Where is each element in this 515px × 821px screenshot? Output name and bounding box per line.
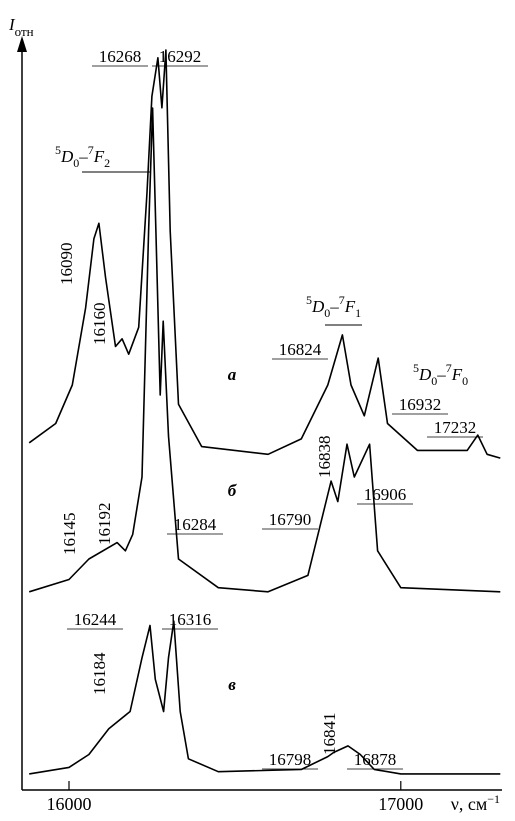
- x-axis-label-sup: −1: [487, 792, 500, 806]
- transition-f-sub: 2: [104, 156, 110, 170]
- peak-label: 16160: [90, 303, 109, 346]
- peak-label: 17232: [427, 418, 483, 438]
- peak-label-text: 16932: [399, 395, 442, 414]
- spectrum-line-1: [28, 49, 501, 459]
- spectrum-curves: а б в: [28, 49, 501, 775]
- curve-letter-2: б: [228, 481, 238, 500]
- peak-label-text: 16841: [320, 713, 339, 756]
- peak-label: 16790: [262, 510, 318, 530]
- x-tick-label: 17000: [378, 794, 423, 814]
- transition-prefix: 5: [55, 143, 61, 157]
- peak-label-text: 16145: [60, 513, 79, 556]
- transition-label-3: 5D0–7F0: [413, 361, 468, 388]
- transition-mult: 7: [339, 293, 345, 307]
- peak-labels: 16090 16160 16268 16292 16824 16932 17232 16145…: [57, 47, 483, 770]
- peak-label: 16192: [95, 503, 114, 546]
- curve-letter-3: в: [228, 675, 236, 694]
- spectrum-line-3: [29, 620, 501, 775]
- transition-f: F: [93, 147, 105, 166]
- transition-d: D: [418, 365, 432, 384]
- peak-label: 16906: [357, 485, 413, 505]
- transition-dash: –: [329, 297, 339, 316]
- peak-label-text: 16284: [174, 515, 217, 534]
- transition-dash: –: [78, 147, 88, 166]
- transition-d: D: [311, 297, 325, 316]
- peak-label: 16268: [92, 47, 148, 67]
- peak-label-text: 16192: [95, 503, 114, 546]
- peak-label-text: 16906: [364, 485, 407, 504]
- transition-f: F: [344, 297, 356, 316]
- peak-label: 16824: [272, 340, 328, 360]
- peak-label: 16316: [162, 610, 218, 630]
- peak-label-text: 16160: [90, 303, 109, 346]
- transition-d: D: [60, 147, 74, 166]
- transition-f-sub: 1: [355, 306, 361, 320]
- y-axis-label-sub: отн: [15, 24, 34, 39]
- peak-label-text: 16292: [159, 47, 202, 66]
- peak-label: 16090: [57, 243, 76, 286]
- peak-label-text: 16824: [279, 340, 322, 359]
- peak-label-text: 16878: [354, 750, 397, 769]
- peak-label: 16145: [60, 513, 79, 556]
- peak-label-text: 16090: [57, 243, 76, 286]
- peak-label: 16284: [167, 515, 223, 535]
- transition-mult: 7: [88, 143, 94, 157]
- peak-label: 16878: [347, 750, 403, 770]
- peak-label-text: 16244: [74, 610, 117, 629]
- peak-label-text: 16316: [169, 610, 212, 629]
- curve-letter-1: а: [228, 365, 237, 384]
- peak-label: 16841: [320, 713, 339, 756]
- peak-label: 16838: [315, 436, 334, 479]
- peak-label: 16244: [67, 610, 123, 630]
- peak-label: 16798: [262, 750, 318, 770]
- transition-mult: 7: [446, 361, 452, 375]
- peak-label-text: 16790: [269, 510, 312, 529]
- transition-prefix: 5: [306, 293, 312, 307]
- transition-label-2: 5D0–7F1: [306, 293, 361, 320]
- transition-d-sub: 0: [73, 156, 79, 170]
- transition-dash: –: [436, 365, 446, 384]
- y-axis-label: Iотн: [8, 15, 34, 39]
- x-tick-label: 16000: [47, 794, 92, 814]
- transition-d-sub: 0: [324, 306, 330, 320]
- peak-label-text: 16838: [315, 436, 334, 479]
- transition-d-sub: 0: [431, 374, 437, 388]
- x-axis-label: ν, см−1: [451, 792, 500, 814]
- peak-label: 16184: [90, 652, 109, 695]
- peak-label: 16932: [392, 395, 448, 415]
- peak-label: 16292: [152, 47, 208, 67]
- peak-label-text: 16798: [269, 750, 312, 769]
- spectrum-line-2: [28, 107, 501, 593]
- transition-f-sub: 0: [462, 374, 468, 388]
- transition-prefix: 5: [413, 361, 419, 375]
- peak-label-text: 16184: [90, 652, 109, 695]
- transition-f: F: [451, 365, 463, 384]
- transition-label-1: 5D0–7F2: [55, 143, 110, 170]
- y-axis-arrow: [17, 36, 27, 52]
- peak-label-text: 16268: [99, 47, 142, 66]
- peak-label-text: 17232: [434, 418, 477, 437]
